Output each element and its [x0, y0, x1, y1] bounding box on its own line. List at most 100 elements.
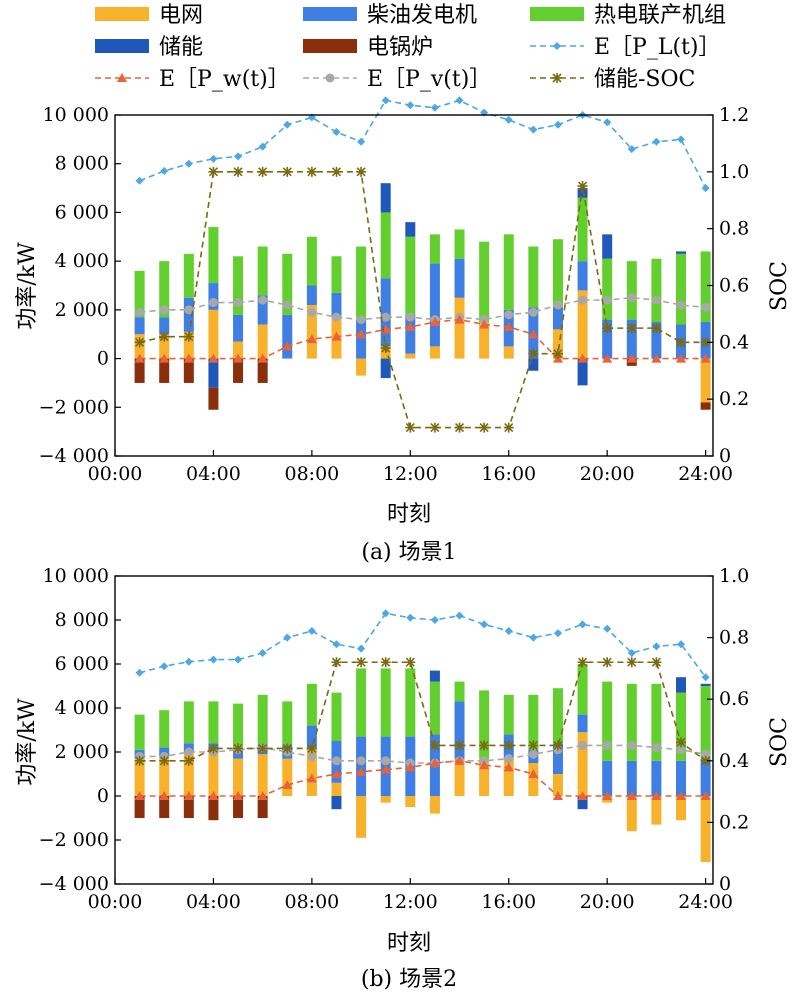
- point-soc-h22: [651, 657, 662, 668]
- point-pv-h2: [159, 305, 169, 315]
- y2-tick-label: 0: [719, 873, 731, 895]
- point-soc-h3: [183, 331, 194, 342]
- bar-diesel-h21: [626, 319, 637, 359]
- x-tick-label: 20:00: [580, 891, 635, 913]
- point-soc-h15: [479, 740, 490, 751]
- point-pl-h21: [627, 145, 636, 154]
- bar-storage-h13: [429, 670, 440, 682]
- bar-chp-h4: [208, 701, 219, 744]
- point-pw-h23: [676, 353, 687, 363]
- bar-grid-h10: [356, 796, 367, 838]
- point-pl-h13: [430, 616, 439, 624]
- point-soc-h9: [331, 166, 342, 177]
- bar-diesel-h7: [282, 314, 293, 359]
- point-pl-h11: [381, 609, 390, 618]
- x-tick-label: 24:00: [678, 891, 733, 913]
- point-pw-h20: [602, 353, 613, 363]
- y-axis-title: 功率/kW: [15, 698, 40, 786]
- bar-grid-h23: [676, 796, 687, 821]
- point-soc-h1: [134, 755, 145, 766]
- bar-grid-h12: [405, 796, 416, 807]
- bar-chp-h13: [429, 234, 440, 264]
- y2-tick-label: 0.6: [719, 275, 749, 297]
- bar-grid-h2: [159, 334, 170, 359]
- bar-grid-h1: [134, 758, 145, 796]
- point-pw-h8: [306, 334, 317, 344]
- axes: −4 000 −2 000 0 2 000 4 000 6 000 8 000 10 000 0…: [39, 565, 750, 913]
- bar-boiler-h6: [257, 796, 268, 818]
- bar-grid-h8: [306, 747, 317, 796]
- point-pv-h21: [627, 293, 637, 303]
- bar-boiler-h3: [183, 358, 194, 383]
- legend-swatch-boiler: [303, 39, 357, 53]
- bar-boiler-h5: [233, 358, 244, 383]
- point-pw-h7: [282, 341, 293, 351]
- point-pw-h6: [257, 353, 268, 363]
- legend-marker-pv: [325, 73, 335, 83]
- point-soc-h10: [356, 657, 367, 668]
- y2-tick-label: 0.4: [719, 750, 749, 772]
- point-pw-h14: [454, 755, 465, 765]
- bar-diesel-h21: [626, 760, 637, 796]
- point-pl-h13: [430, 103, 439, 112]
- bar-grid-h4: [208, 309, 219, 359]
- point-pv-h20: [602, 295, 612, 305]
- point-soc-h19: [577, 657, 588, 668]
- bar-boiler-h4: [208, 387, 219, 410]
- bar-grid-h24: [700, 796, 711, 862]
- point-soc-h6: [257, 166, 268, 177]
- point-soc-h15: [479, 422, 490, 433]
- bar-grid-h11: [380, 796, 391, 803]
- bar-chp-h10: [356, 246, 367, 320]
- point-pw-h14: [454, 314, 465, 324]
- point-pl-h10: [357, 137, 366, 146]
- point-pw-h23: [676, 791, 687, 800]
- bar-chp-h22: [651, 683, 662, 761]
- bar-storage-h11: [380, 183, 391, 213]
- bar-diesel-h12: [405, 314, 416, 354]
- x-tick-label: 16:00: [481, 463, 536, 485]
- bar-grid-h17: [528, 763, 539, 796]
- point-pl-h5: [234, 152, 243, 161]
- y-tick-label: 6 000: [55, 201, 109, 223]
- point-pl-h1: [135, 176, 144, 185]
- point-soc-h20: [602, 323, 613, 334]
- bar-chp-h3: [183, 253, 194, 298]
- bar-chp-h24: [700, 686, 711, 759]
- y-tick-label: −4 000: [39, 873, 109, 895]
- bar-chp-h13: [429, 681, 440, 735]
- bar-chp-h23: [676, 253, 687, 325]
- point-pv-h8: [307, 751, 317, 761]
- y-tick-label: 6 000: [55, 653, 109, 675]
- bar-diesel-h13: [429, 263, 440, 347]
- legend-swatch-chp: [530, 7, 584, 21]
- point-soc-h16: [503, 422, 514, 433]
- bar-boiler-h1: [134, 358, 145, 383]
- point-pw-h2: [159, 791, 170, 800]
- point-pw-h10: [356, 766, 367, 776]
- point-soc-h16: [503, 740, 514, 751]
- point-pl-h24: [701, 184, 710, 193]
- bar-diesel-h19: [577, 261, 588, 291]
- plot-frame: [114, 575, 714, 885]
- point-pv-h17: [528, 749, 538, 759]
- bar-storage-h19: [577, 188, 588, 198]
- x-tick-label: 24:00: [678, 463, 733, 485]
- point-pw-h22: [651, 353, 662, 363]
- point-soc-h7: [282, 166, 293, 177]
- y2-tick-label: 0.2: [719, 811, 749, 833]
- point-pw-h11: [380, 764, 391, 774]
- y-tick-label: −2 000: [39, 396, 109, 418]
- point-soc-h20: [602, 657, 613, 668]
- bar-diesel-h20: [602, 760, 613, 796]
- point-pw-h19: [577, 353, 588, 363]
- bars: [134, 183, 711, 410]
- point-pl-h23: [677, 640, 686, 649]
- bar-chp-h16: [503, 234, 514, 310]
- legend-label-diesel: 柴油发电机: [367, 3, 477, 28]
- y2-tick-label: 1.0: [719, 161, 749, 183]
- point-pw-h2: [159, 353, 170, 363]
- point-pw-h3: [183, 791, 194, 800]
- point-pw-h15: [479, 760, 490, 770]
- y2-tick-label: 0.4: [719, 331, 749, 353]
